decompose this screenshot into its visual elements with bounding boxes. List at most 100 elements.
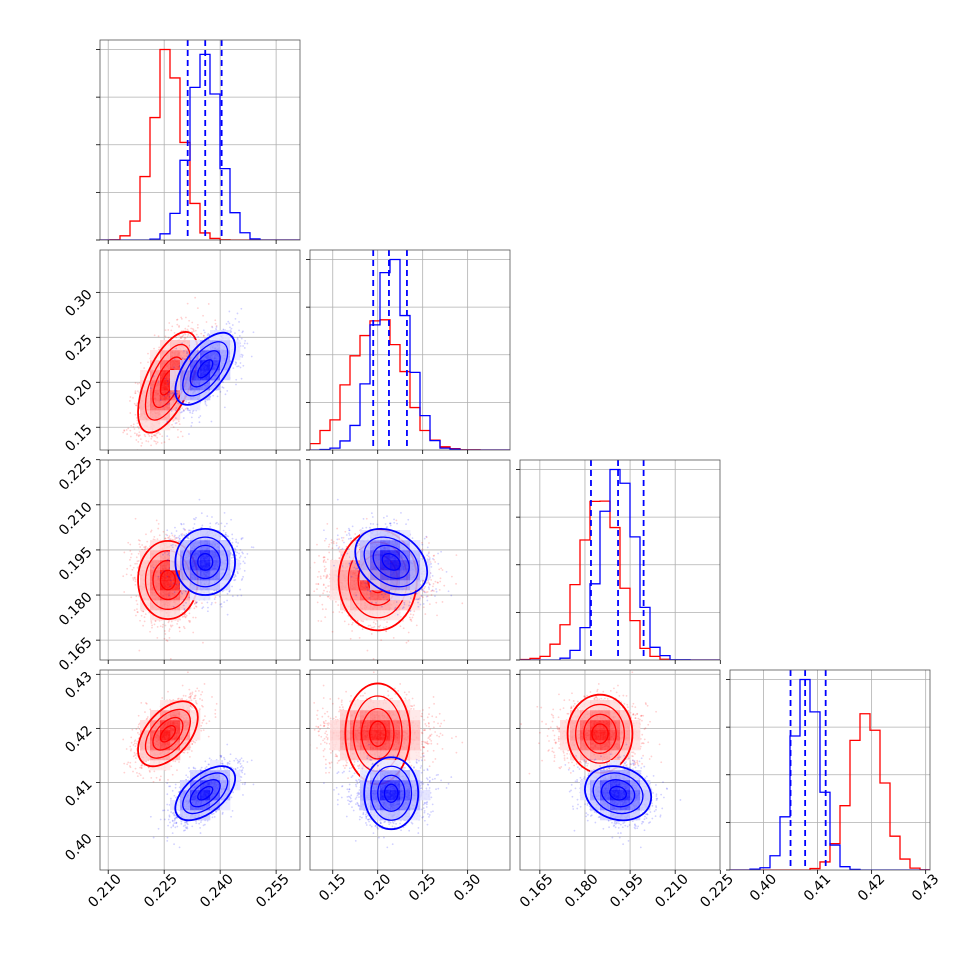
scatter-point	[183, 336, 186, 339]
scatter-point	[153, 536, 156, 538]
density-cell	[190, 370, 201, 381]
scatter-point	[196, 307, 199, 310]
scatter-point	[203, 331, 206, 334]
scatter-point	[170, 410, 173, 412]
scatter-point	[136, 390, 139, 393]
scatter-point	[175, 537, 178, 539]
scatter-point	[178, 326, 180, 328]
scatter-point	[150, 435, 153, 438]
scatter-point	[214, 596, 217, 599]
contour-level-1-3	[174, 331, 236, 406]
contour-level-1-2	[182, 341, 229, 397]
scatter-point	[157, 335, 160, 338]
scatter-point	[163, 395, 166, 397]
scatter-point	[148, 435, 151, 437]
scatter-point	[188, 621, 191, 624]
scatter-point	[154, 619, 157, 622]
scatter-point	[235, 378, 238, 381]
scatter-point	[137, 434, 140, 437]
scatter-point	[129, 543, 132, 546]
scatter-point	[178, 626, 181, 629]
scatter-point	[129, 400, 131, 402]
density-cell	[140, 580, 151, 591]
scatter-point	[170, 620, 173, 623]
scatter-point	[137, 552, 140, 555]
scatter-point	[175, 407, 178, 409]
scatter-point	[185, 352, 188, 355]
scatter-point	[181, 342, 184, 345]
scatter-point	[133, 428, 136, 430]
scatter-point	[136, 433, 138, 435]
scatter-point	[126, 567, 129, 570]
scatter-point	[184, 327, 187, 330]
scatter-point	[138, 431, 141, 434]
scatter-point	[181, 357, 184, 360]
scatter-point	[171, 534, 174, 537]
scatter-point	[183, 613, 186, 616]
scatter-point	[170, 408, 172, 411]
scatter-point	[173, 358, 176, 360]
scatter-point	[164, 537, 167, 540]
density-cell	[150, 370, 161, 381]
scatter-point	[192, 616, 195, 619]
scatter-point	[151, 626, 153, 629]
scatter-point	[230, 330, 233, 333]
scatter-point	[168, 620, 170, 622]
scatter-point	[211, 326, 214, 329]
scatter-point	[238, 329, 240, 332]
scatter-point	[192, 328, 195, 331]
scatter-point	[234, 318, 237, 320]
scatter-point	[234, 363, 237, 366]
scatter-point	[143, 548, 146, 550]
density-cell	[150, 580, 161, 591]
scatter-point	[154, 434, 157, 436]
scatter-point	[176, 323, 179, 326]
scatter-point	[180, 316, 183, 319]
density-cell	[210, 360, 221, 371]
scatter-point	[171, 325, 174, 328]
density-cell	[180, 390, 191, 401]
scatter-point	[141, 544, 144, 546]
scatter-point	[240, 377, 243, 380]
scatter-point	[183, 332, 186, 335]
scatter-point	[186, 302, 189, 305]
scatter-point	[198, 421, 201, 424]
scatter-point	[134, 576, 136, 579]
scatter-point	[153, 623, 156, 626]
scatter-point	[180, 337, 183, 339]
scatter-point	[169, 658, 172, 660]
contour-level-1-0	[197, 359, 214, 379]
scatter-point	[140, 614, 143, 617]
scatter-point	[178, 630, 181, 633]
scatter-point	[181, 335, 184, 338]
density-cell	[180, 600, 191, 611]
scatter-point	[182, 401, 185, 404]
scatter-point	[166, 420, 169, 423]
density-cell	[150, 570, 161, 581]
scatter-point	[134, 580, 137, 583]
scatter-point	[174, 538, 176, 540]
scatter-point	[221, 386, 224, 389]
scatter-point	[232, 367, 235, 370]
scatter-point	[175, 421, 178, 424]
scatter-point	[241, 331, 244, 334]
scatter-point	[134, 578, 137, 581]
scatter-point	[187, 325, 190, 328]
scatter-point	[240, 353, 243, 356]
scatter-point	[188, 433, 190, 435]
density-cell	[160, 550, 171, 561]
scatter-point	[130, 553, 133, 555]
density-cell	[180, 350, 191, 361]
scatter-point	[215, 326, 218, 328]
scatter-point	[185, 400, 188, 403]
density-cell	[190, 340, 201, 351]
scatter-point	[246, 342, 249, 345]
scatter-point	[242, 345, 244, 347]
scatter-point	[211, 325, 213, 328]
density-cell	[170, 350, 181, 361]
scatter-point	[204, 400, 207, 402]
density-cell	[160, 380, 171, 391]
scatter-point	[168, 536, 170, 539]
density-cell	[160, 560, 171, 571]
scatter-point	[191, 321, 194, 324]
